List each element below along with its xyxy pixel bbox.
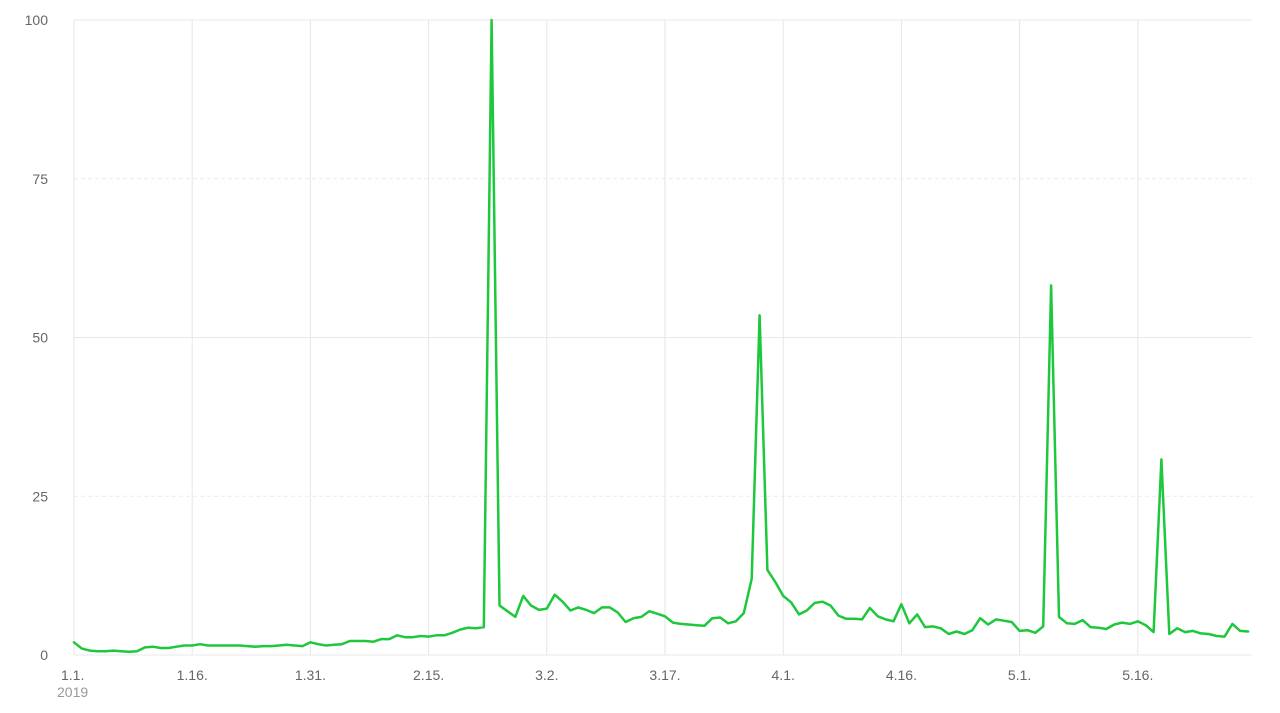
x-tick-label: 5.1. bbox=[1008, 667, 1031, 683]
series-line-0 bbox=[72, 18, 1250, 654]
x-tick-label: 4.1. bbox=[772, 667, 795, 683]
grid bbox=[73, 19, 1252, 656]
x-tick-label: 4.16. bbox=[886, 667, 917, 683]
x-tick-label: 1.1. bbox=[61, 667, 84, 683]
y-tick-label: 75 bbox=[32, 171, 48, 187]
x-tick-label: 5.16. bbox=[1122, 667, 1153, 683]
axis-labels: 0 25 50 75 100 1.1. 1.16. 1.31. 2.15. 3.2. 3.17. 4.… bbox=[25, 12, 1154, 700]
series-layer bbox=[72, 18, 1250, 654]
y-tick-label: 0 bbox=[40, 647, 48, 663]
x-year-label: 2019 bbox=[57, 684, 88, 700]
y-tick-label: 25 bbox=[32, 488, 48, 504]
x-tick-label: 2.15. bbox=[413, 667, 444, 683]
x-tick-label: 1.16. bbox=[177, 667, 208, 683]
x-tick-label: 3.17. bbox=[649, 667, 680, 683]
y-tick-label: 50 bbox=[32, 330, 48, 346]
x-tick-label: 1.31. bbox=[295, 667, 326, 683]
x-tick-label: 3.2. bbox=[535, 667, 558, 683]
y-tick-label: 100 bbox=[25, 12, 49, 28]
